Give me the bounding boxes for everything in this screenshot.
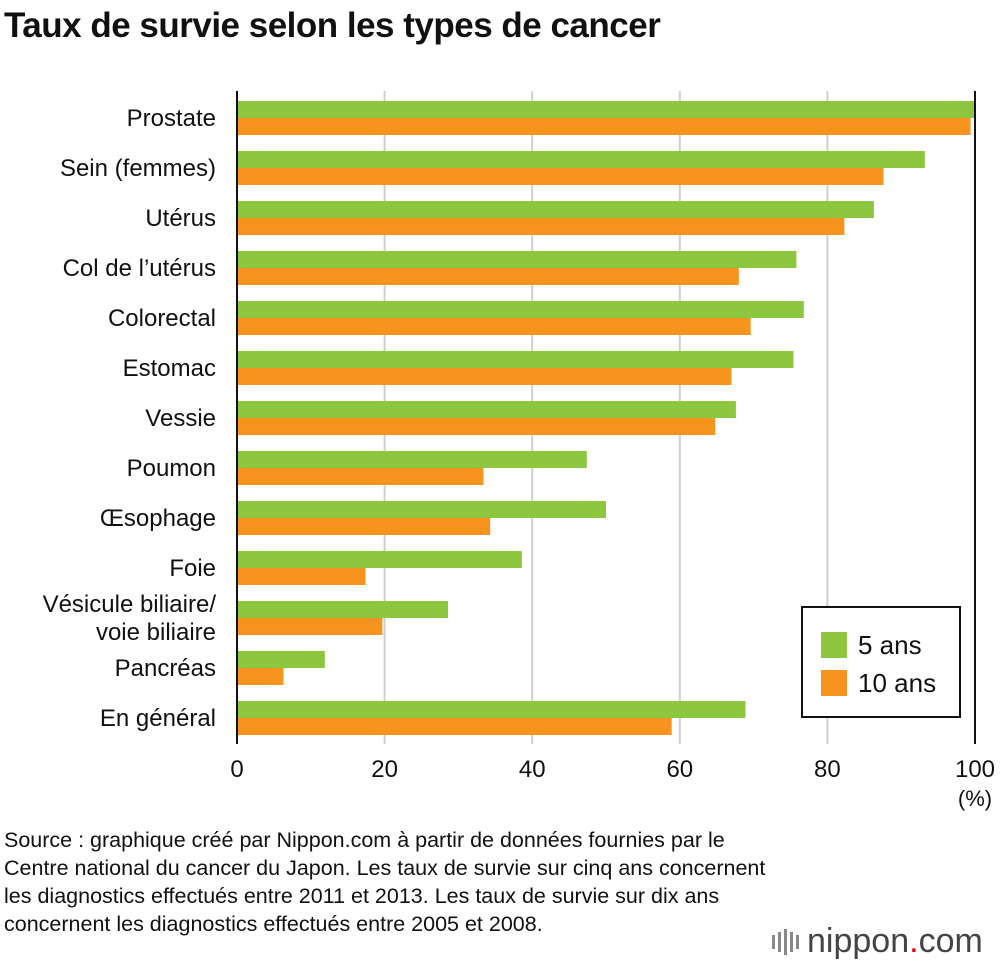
bar-10-ans — [237, 268, 739, 285]
x-tick-label: 80 — [814, 756, 841, 783]
bar-5-ans — [237, 701, 746, 718]
logo-suffix: com — [918, 922, 983, 960]
legend-swatch — [821, 632, 847, 658]
logo-dot: . — [909, 922, 919, 960]
bar-5-ans — [237, 601, 449, 618]
category-label: Estomac — [123, 355, 216, 382]
x-tick-label: 0 — [230, 756, 243, 783]
bar-10-ans — [237, 718, 672, 735]
bar-10-ans — [237, 468, 484, 485]
bar-10-ans — [237, 668, 284, 685]
legend-label: 5 ans — [858, 630, 922, 660]
x-tick-label: 100 — [955, 756, 995, 783]
category-label: Foie — [169, 555, 216, 582]
category-label: Pancréas — [115, 655, 216, 682]
category-label: Vessie — [145, 405, 216, 432]
bar-5-ans — [237, 401, 736, 418]
bar-10-ans — [237, 618, 383, 635]
category-label: Prostate — [127, 105, 216, 132]
bar-10-ans — [237, 368, 732, 385]
bar-10-ans — [237, 318, 751, 335]
legend-label: 10 ans — [858, 668, 936, 698]
chart-title: Taux de survie selon les types de cancer — [4, 6, 661, 45]
category-label: Utérus — [145, 205, 216, 232]
category-label: Poumon — [127, 455, 216, 482]
bar-5-ans — [237, 151, 925, 168]
x-unit-label: (%) — [958, 786, 992, 811]
x-tick-label: 60 — [666, 756, 693, 783]
logo-bars-icon — [772, 928, 799, 955]
bar-5-ans — [237, 551, 522, 568]
bar-5-ans — [237, 201, 874, 218]
bar-5-ans — [237, 101, 975, 118]
bar-10-ans — [237, 218, 845, 235]
bar-5-ans — [237, 301, 804, 318]
bar-5-ans — [237, 651, 325, 668]
bar-10-ans — [237, 168, 884, 185]
bar-chart: Prostate Sein (femmes) Utérus Col de l’utér… — [43, 91, 995, 811]
bar-5-ans — [237, 501, 606, 518]
x-tick-label: 40 — [519, 756, 546, 783]
bar-10-ans — [237, 518, 491, 535]
x-tick-label: 20 — [371, 756, 398, 783]
category-label: Vésicule biliaire/voie biliaire — [43, 591, 217, 646]
bar-5-ans — [237, 451, 587, 468]
category-label: Œsophage — [100, 505, 216, 532]
category-label: Col de l’utérus — [63, 255, 216, 282]
bar-10-ans — [237, 418, 716, 435]
legend-box — [801, 606, 961, 718]
nippon-logo: nippon. com — [772, 922, 983, 961]
bar-10-ans — [237, 118, 971, 135]
category-label: En général — [100, 705, 216, 732]
legend-swatch — [821, 670, 847, 696]
bar-5-ans — [237, 251, 797, 268]
category-label: Sein (femmes) — [60, 155, 216, 182]
bar-10-ans — [237, 568, 366, 585]
bar-5-ans — [237, 351, 794, 368]
category-label: Colorectal — [108, 305, 216, 332]
logo-name: nippon — [807, 922, 910, 960]
source-note: Source : graphique créé par Nippon.com à… — [4, 828, 766, 936]
